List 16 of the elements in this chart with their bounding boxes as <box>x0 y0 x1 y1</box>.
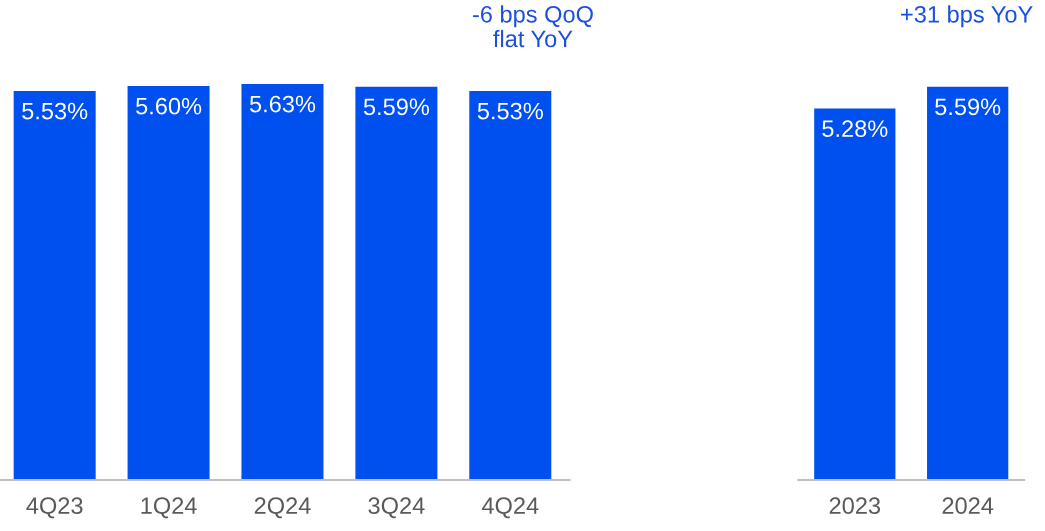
x-tick-label: 4Q23 <box>26 497 83 519</box>
text: +31 bps YoY <box>901 5 1033 28</box>
x-tick-label: 4Q24 <box>481 497 539 519</box>
x-tick-label: 2Q24 <box>254 497 311 519</box>
data-label: 5.59% <box>363 98 430 116</box>
data-label: 5.53% <box>22 102 88 120</box>
data-label: 5.53% <box>477 102 543 120</box>
data-label: 5.28% <box>822 120 888 138</box>
data-label: 5.63% <box>249 95 316 113</box>
data-label: 5.59% <box>935 98 1001 116</box>
x-tick-label: 2024 <box>942 497 994 515</box>
x-tick-label: 1Q24 <box>141 497 197 519</box>
x-tick-label: 2023 <box>829 497 881 515</box>
text: -6 bps QoQ flat YoY <box>472 5 593 48</box>
data-label: 5.60% <box>136 97 202 115</box>
x-tick-label: 3Q24 <box>368 497 425 519</box>
